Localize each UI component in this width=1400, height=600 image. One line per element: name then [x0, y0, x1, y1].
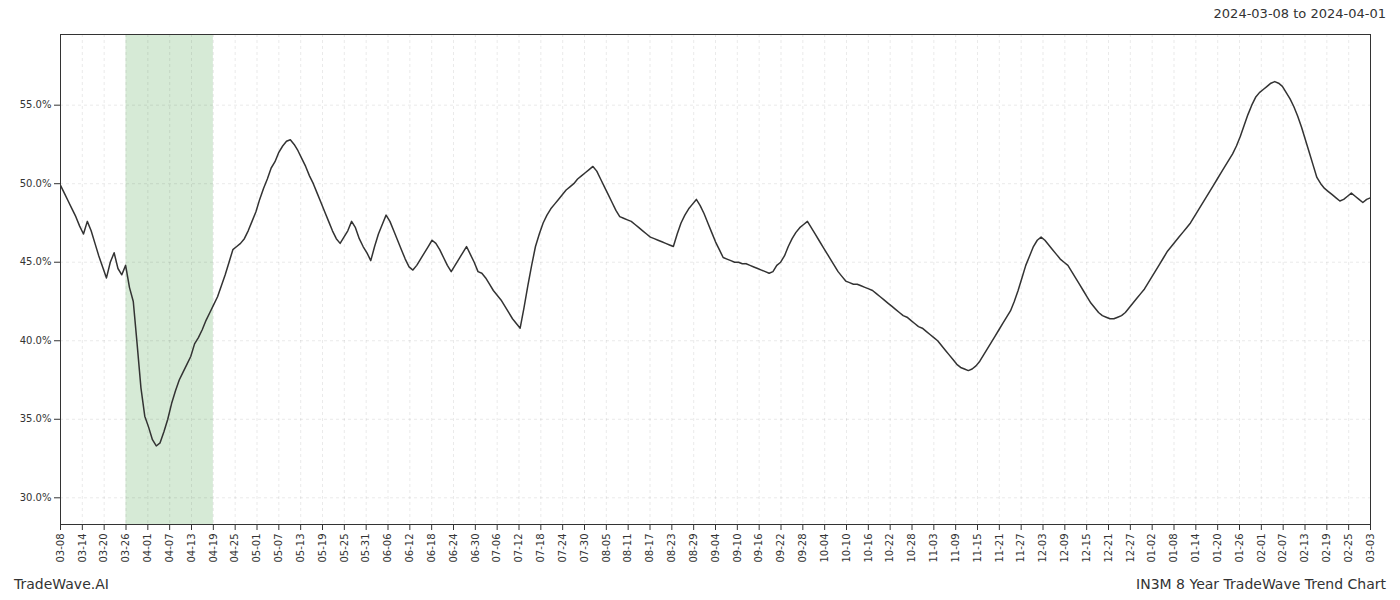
- svg-text:02-07: 02-07: [1277, 534, 1288, 563]
- svg-text:09-28: 09-28: [797, 534, 808, 563]
- svg-text:09-22: 09-22: [775, 534, 786, 563]
- svg-text:03-08: 03-08: [55, 534, 66, 563]
- svg-text:02-13: 02-13: [1299, 534, 1310, 563]
- svg-text:01-26: 01-26: [1234, 534, 1245, 563]
- svg-text:03-26: 03-26: [120, 534, 131, 563]
- svg-text:09-10: 09-10: [732, 534, 743, 563]
- html-text:IN3M 8 Year TradeWave Trend Ch: IN3M 8 Year TradeWave Trend Chart: [1136, 576, 1386, 592]
- svg-text:08-11: 08-11: [622, 534, 633, 563]
- svg-text:10-22: 10-22: [884, 534, 895, 563]
- svg-text:10-10: 10-10: [841, 534, 852, 563]
- svg-text:07-12: 07-12: [513, 534, 524, 563]
- svg-text:12-15: 12-15: [1081, 534, 1092, 563]
- svg-text:04-25: 04-25: [229, 534, 240, 563]
- svg-text:01-20: 01-20: [1212, 534, 1223, 563]
- svg-text:04-01: 04-01: [142, 534, 153, 563]
- svg-text:40.0%: 40.0%: [20, 335, 52, 346]
- svg-text:08-29: 08-29: [688, 534, 699, 563]
- svg-text:02-19: 02-19: [1321, 534, 1332, 563]
- svg-text:08-23: 08-23: [666, 534, 677, 563]
- svg-text:05-07: 05-07: [273, 534, 284, 563]
- svg-text:06-24: 06-24: [448, 534, 459, 563]
- svg-text:12-27: 12-27: [1125, 534, 1136, 563]
- svg-text:06-12: 06-12: [404, 534, 415, 563]
- svg-text:02-25: 02-25: [1343, 534, 1354, 563]
- svg-text:03-03: 03-03: [1365, 534, 1376, 563]
- svg-text:09-04: 09-04: [710, 534, 721, 563]
- svg-text:01-02: 01-02: [1146, 534, 1157, 563]
- svg-text:10-16: 10-16: [863, 534, 874, 563]
- svg-text:11-21: 11-21: [994, 534, 1005, 563]
- svg-text:05-01: 05-01: [251, 534, 262, 563]
- svg-text:02-01: 02-01: [1256, 534, 1267, 563]
- svg-text:55.0%: 55.0%: [20, 99, 52, 110]
- svg-text:07-18: 07-18: [535, 534, 546, 563]
- svg-text:01-08: 01-08: [1168, 534, 1179, 563]
- svg-text:08-17: 08-17: [644, 534, 655, 563]
- svg-text:10-04: 10-04: [819, 534, 830, 563]
- svg-text:10-28: 10-28: [906, 534, 917, 563]
- svg-text:06-18: 06-18: [426, 534, 437, 563]
- svg-text:35.0%: 35.0%: [20, 413, 52, 424]
- svg-text:11-15: 11-15: [972, 534, 983, 563]
- svg-text:12-09: 12-09: [1059, 534, 1070, 563]
- svg-text:12-21: 12-21: [1103, 534, 1114, 563]
- svg-text:05-31: 05-31: [360, 534, 371, 563]
- svg-text:07-30: 07-30: [579, 534, 590, 563]
- svg-text:07-24: 07-24: [557, 534, 568, 563]
- svg-text:04-07: 04-07: [164, 534, 175, 563]
- svg-text:08-05: 08-05: [601, 534, 612, 563]
- svg-text:06-30: 06-30: [470, 534, 481, 563]
- svg-text:50.0%: 50.0%: [20, 178, 52, 189]
- svg-text:09-16: 09-16: [753, 534, 764, 563]
- svg-text:04-13: 04-13: [186, 534, 197, 563]
- svg-text:03-20: 03-20: [98, 534, 109, 563]
- svg-text:11-03: 11-03: [928, 534, 939, 563]
- svg-text:12-03: 12-03: [1037, 534, 1048, 563]
- svg-text:11-27: 11-27: [1015, 534, 1026, 563]
- html-text:2024-03-08 to 2024-04-01: 2024-03-08 to 2024-04-01: [1213, 6, 1386, 21]
- svg-text:06-06: 06-06: [382, 534, 393, 563]
- svg-text:07-06: 07-06: [491, 534, 502, 563]
- svg-text:05-13: 05-13: [295, 534, 306, 563]
- svg-text:04-19: 04-19: [208, 534, 219, 563]
- svg-text:01-14: 01-14: [1190, 534, 1201, 563]
- html-text:TradeWave.AI: TradeWave.AI: [14, 576, 109, 592]
- svg-text:11-09: 11-09: [950, 534, 961, 563]
- svg-text:05-25: 05-25: [339, 534, 350, 563]
- svg-text:45.0%: 45.0%: [20, 256, 52, 267]
- svg-text:03-14: 03-14: [77, 534, 88, 563]
- svg-text:05-19: 05-19: [317, 534, 328, 563]
- svg-text:30.0%: 30.0%: [20, 492, 52, 503]
